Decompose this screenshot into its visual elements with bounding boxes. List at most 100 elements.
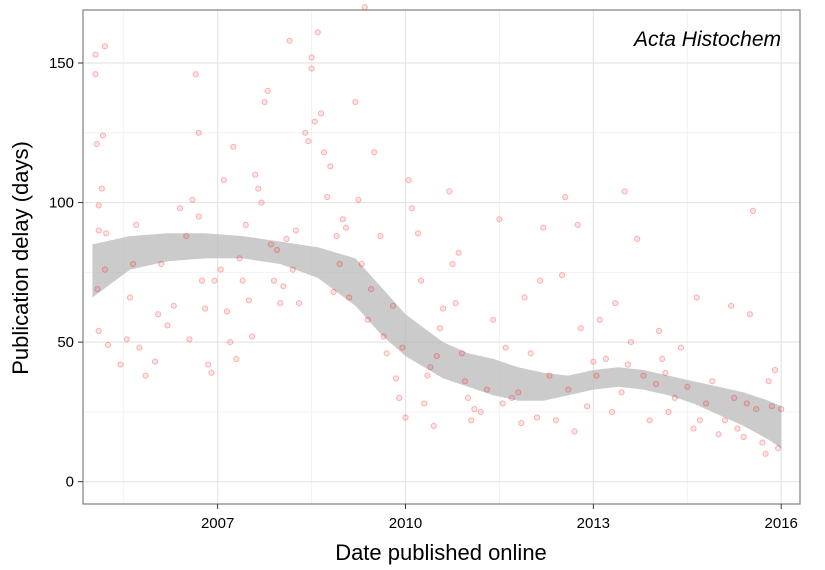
- data-point: [759, 439, 766, 446]
- smooth-confidence-band: [92, 233, 782, 449]
- data-point: [518, 420, 525, 427]
- data-point: [405, 177, 412, 184]
- data-point: [537, 277, 544, 284]
- data-point: [302, 129, 309, 136]
- data-point: [621, 188, 628, 195]
- data-point: [490, 316, 497, 323]
- data-point: [449, 260, 456, 268]
- data-point: [126, 294, 134, 301]
- data-point: [452, 300, 459, 307]
- data-point: [477, 408, 484, 415]
- data-point: [483, 386, 490, 393]
- data-point: [195, 213, 202, 220]
- data-point: [612, 300, 619, 307]
- data-point: [308, 54, 315, 61]
- data-point: [198, 277, 206, 284]
- data-point: [662, 369, 669, 376]
- data-point: [324, 193, 331, 201]
- data-point: [618, 389, 625, 396]
- data-point: [371, 149, 378, 156]
- data-point: [775, 445, 782, 452]
- data-point: [740, 433, 747, 441]
- data-point: [590, 358, 597, 365]
- data-point: [136, 344, 143, 351]
- data-point: [521, 294, 528, 301]
- data-point: [665, 408, 672, 415]
- data-point: [342, 224, 350, 231]
- data-point: [771, 366, 779, 374]
- data-point: [339, 216, 346, 223]
- data-point: [164, 322, 171, 329]
- data-points: [92, 4, 785, 457]
- data-point: [656, 327, 663, 335]
- data-point: [261, 99, 268, 106]
- x-axis-title: Date published online: [335, 540, 547, 565]
- data-point: [602, 355, 610, 362]
- data-point: [446, 188, 453, 195]
- data-point: [383, 350, 390, 357]
- data-point: [671, 394, 678, 401]
- x-tick-label: 2016: [765, 515, 798, 532]
- data-point: [358, 260, 365, 268]
- data-point: [101, 266, 109, 273]
- data-point: [223, 308, 231, 315]
- x-tick-label: 2010: [389, 515, 422, 532]
- data-point: [728, 302, 735, 309]
- data-point: [101, 43, 109, 50]
- data-point: [768, 403, 775, 410]
- data-point: [95, 327, 102, 335]
- x-tick-label: 2007: [201, 515, 234, 532]
- data-point: [202, 305, 209, 312]
- data-point: [308, 65, 315, 72]
- data-point: [311, 118, 318, 125]
- data-point: [336, 260, 343, 268]
- panel-border: [82, 9, 801, 505]
- data-point: [227, 339, 234, 346]
- data-point: [508, 394, 515, 401]
- data-point: [94, 286, 101, 293]
- data-point: [565, 386, 572, 393]
- data-point: [130, 260, 137, 268]
- data-point: [571, 428, 578, 435]
- data-point: [577, 325, 584, 332]
- data-point: [596, 316, 603, 323]
- data-point: [709, 378, 716, 385]
- data-point: [646, 417, 653, 424]
- data-point: [734, 425, 741, 432]
- data-point: [99, 132, 107, 139]
- data-point: [721, 417, 729, 424]
- data-point: [355, 196, 362, 203]
- data-point: [314, 29, 321, 36]
- data-point: [652, 380, 660, 388]
- data-point: [361, 4, 368, 11]
- data-point: [103, 230, 110, 237]
- data-point: [433, 353, 440, 360]
- data-point: [421, 400, 428, 407]
- data-point: [624, 361, 631, 368]
- data-point: [458, 350, 465, 357]
- data-point: [230, 143, 237, 150]
- data-point: [765, 378, 772, 385]
- y-tick-label: 100: [49, 195, 74, 212]
- data-point: [236, 255, 243, 262]
- data-point: [609, 408, 616, 415]
- data-point: [593, 372, 600, 379]
- data-point: [746, 311, 754, 318]
- data-point: [286, 37, 293, 44]
- data-point: [333, 233, 340, 240]
- data-point: [242, 221, 249, 228]
- data-point: [690, 425, 697, 432]
- data-point: [170, 302, 177, 309]
- data-point: [627, 339, 635, 346]
- data-point: [465, 394, 472, 401]
- data-point: [703, 400, 710, 407]
- y-tick-label: 50: [57, 334, 74, 351]
- data-point: [104, 341, 112, 348]
- data-point: [189, 196, 196, 203]
- y-tick-label: 0: [66, 474, 74, 491]
- data-point: [233, 355, 240, 362]
- data-point: [414, 230, 422, 237]
- data-point: [289, 266, 296, 273]
- data-point: [195, 129, 202, 136]
- data-point: [753, 406, 760, 413]
